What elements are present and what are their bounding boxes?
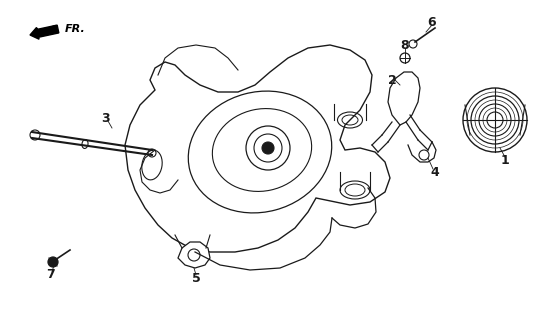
Circle shape xyxy=(400,53,410,63)
FancyArrow shape xyxy=(30,25,59,39)
Circle shape xyxy=(48,257,58,267)
Text: 8: 8 xyxy=(401,38,410,52)
Text: 7: 7 xyxy=(46,268,54,282)
Text: 6: 6 xyxy=(428,15,436,28)
Polygon shape xyxy=(125,45,390,252)
Text: 2: 2 xyxy=(388,74,397,86)
Text: 3: 3 xyxy=(101,111,109,124)
Polygon shape xyxy=(388,72,420,125)
Circle shape xyxy=(30,130,40,140)
Text: 5: 5 xyxy=(192,271,200,284)
Text: 4: 4 xyxy=(430,165,440,179)
Polygon shape xyxy=(178,242,210,268)
Text: 1: 1 xyxy=(501,154,509,166)
Circle shape xyxy=(262,142,274,154)
Circle shape xyxy=(409,40,417,48)
Text: FR.: FR. xyxy=(65,24,86,34)
